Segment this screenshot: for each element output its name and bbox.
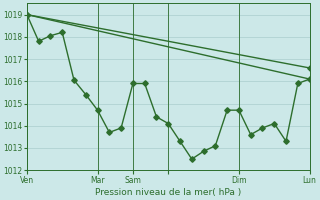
X-axis label: Pression niveau de la mer( hPa ): Pression niveau de la mer( hPa )	[95, 188, 241, 197]
